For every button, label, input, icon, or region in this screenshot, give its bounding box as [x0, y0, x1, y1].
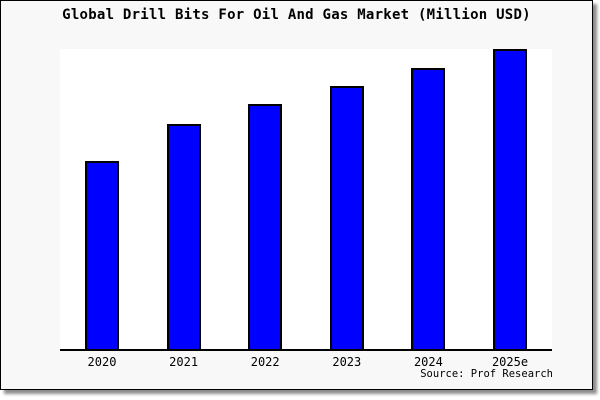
bar-2024: [411, 68, 446, 349]
bar-2021: [166, 124, 201, 349]
bar-2020: [85, 161, 119, 349]
bar-2023: [329, 86, 364, 349]
bar-2022: [248, 104, 283, 349]
plot-area: [60, 49, 552, 351]
source-credit: Source: Prof Research: [420, 368, 553, 380]
x-tick-label-2020: 2020: [87, 355, 117, 369]
chart-title: Global Drill Bits For Oil And Gas Market…: [62, 7, 531, 23]
x-tick-label-2024: 2024: [413, 355, 443, 369]
bar-2025e: [493, 49, 527, 349]
chart-frame: Global Drill Bits For Oil And Gas Market…: [0, 0, 593, 390]
x-tick-label-2022: 2022: [250, 355, 280, 369]
x-tick-label-2021: 2021: [169, 355, 199, 369]
x-tick-label-2023: 2023: [332, 355, 362, 369]
x-tick-label-2025e: 2025e: [491, 355, 529, 369]
